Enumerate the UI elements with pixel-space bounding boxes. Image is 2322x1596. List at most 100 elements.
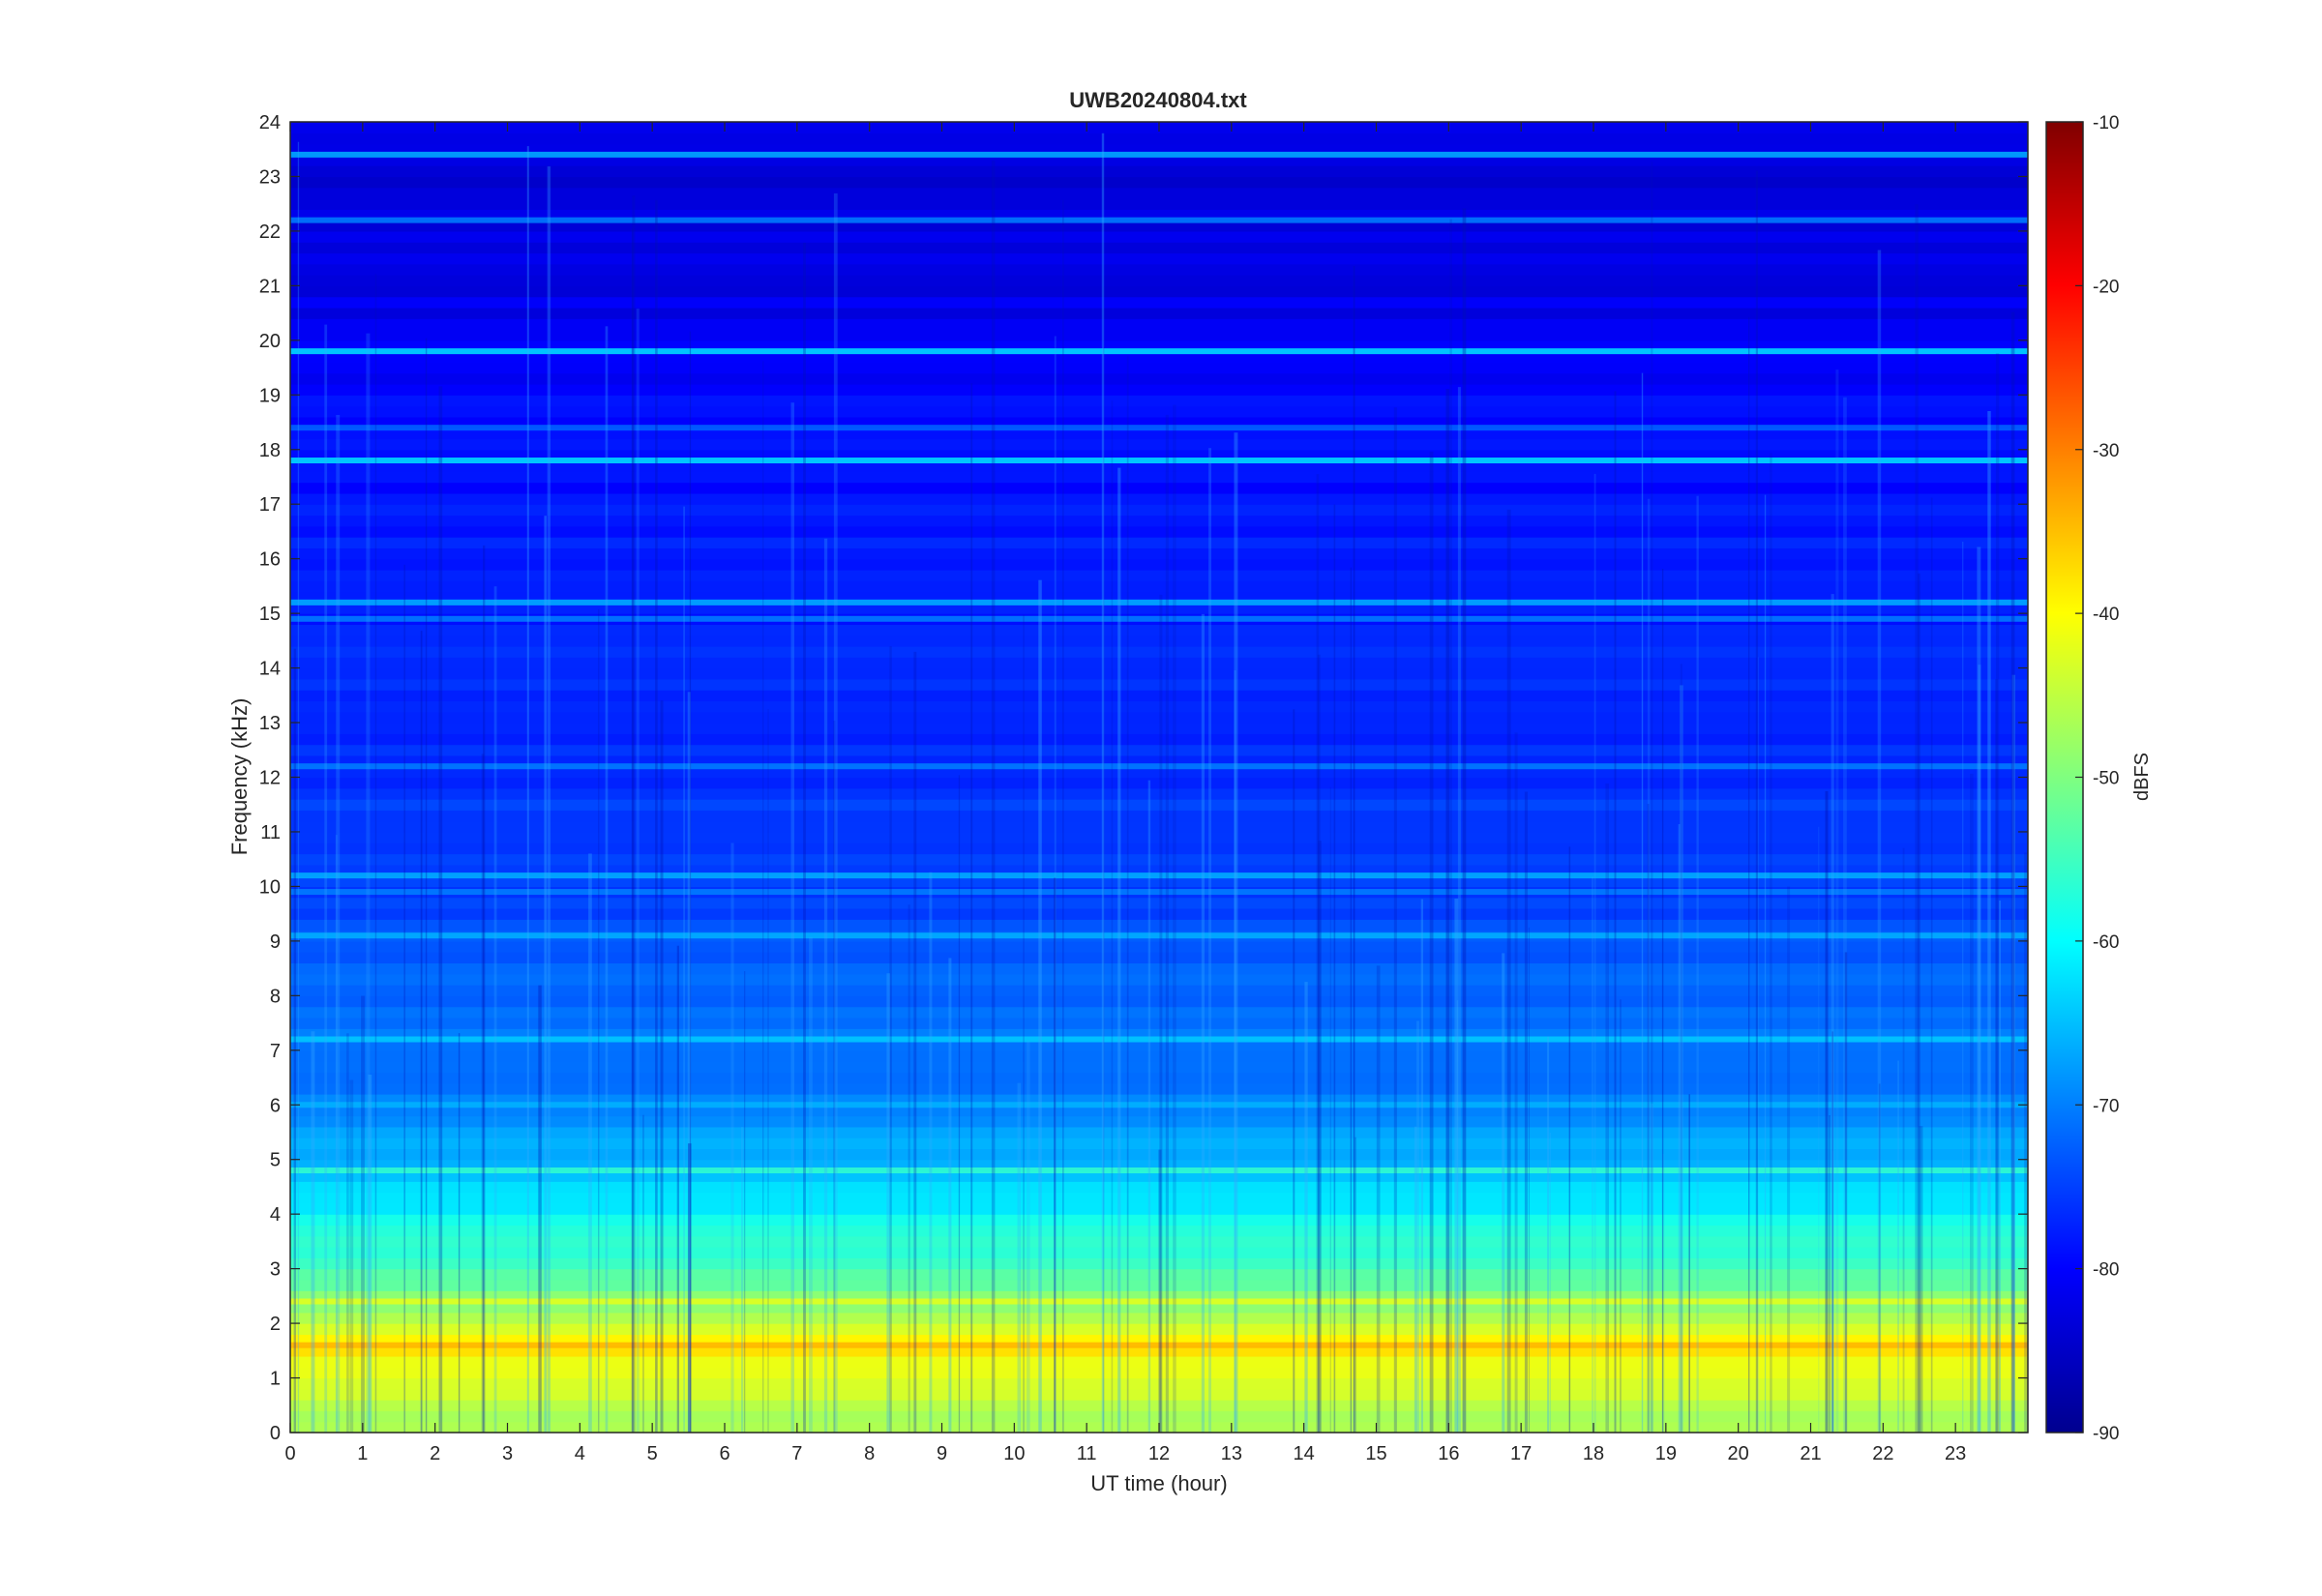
spectrogram-band xyxy=(290,1159,2028,1171)
time-streak xyxy=(1420,899,1423,1433)
time-streak xyxy=(1877,250,1882,1433)
spectrogram-band xyxy=(290,405,2028,418)
spectrogram-band xyxy=(290,537,2028,548)
time-streak xyxy=(1987,411,1991,1433)
x-tick-label: 13 xyxy=(1221,1443,1242,1464)
time-streak xyxy=(403,564,405,1433)
spectrogram-band xyxy=(290,602,2028,614)
time-streak xyxy=(1696,495,1699,1433)
time-streak xyxy=(1054,336,1057,1433)
time-streak xyxy=(632,195,636,1433)
x-tick-label: 7 xyxy=(791,1443,802,1464)
time-streak xyxy=(913,651,917,1433)
time-streak xyxy=(889,646,892,1433)
spectral-line xyxy=(290,1298,2028,1305)
time-streak xyxy=(958,775,961,1433)
colorbar-tick-label: -60 xyxy=(2093,932,2119,953)
time-streak xyxy=(1897,1060,1899,1433)
time-streak xyxy=(2024,852,2028,1433)
y-tick-label: 2 xyxy=(270,1314,281,1335)
spectrogram-band xyxy=(290,1388,2028,1401)
time-streak xyxy=(1528,927,1530,1433)
time-streak xyxy=(683,506,685,1433)
spectrogram-band xyxy=(290,198,2028,210)
time-streak xyxy=(809,936,813,1433)
y-tick-label: 22 xyxy=(259,222,281,243)
time-streak xyxy=(833,192,838,1433)
spectrogram-band xyxy=(290,1279,2028,1291)
time-streak xyxy=(366,333,371,1433)
time-streak xyxy=(1111,400,1114,1433)
spectrogram-band xyxy=(290,1093,2028,1106)
y-tick-label: 20 xyxy=(259,331,281,352)
spectrogram-band xyxy=(290,853,2028,866)
y-tick-label: 12 xyxy=(259,768,281,789)
time-streak xyxy=(833,721,836,1433)
time-streak xyxy=(1818,826,1820,1433)
time-streak xyxy=(1454,899,1459,1433)
y-tick-label: 6 xyxy=(270,1095,281,1116)
spectrogram-band xyxy=(290,624,2028,636)
time-streak xyxy=(1688,1094,1690,1433)
spectrogram-band xyxy=(290,842,2028,855)
time-streak xyxy=(823,538,828,1433)
spectrogram-band xyxy=(290,1126,2028,1138)
time-streak xyxy=(636,309,640,1433)
y-axis-label: Frequency (kHz) xyxy=(227,698,252,856)
spectrogram-band xyxy=(290,919,2028,931)
time-streak xyxy=(335,835,338,1433)
spectrogram-band xyxy=(290,646,2028,658)
time-streak xyxy=(1661,569,1664,1433)
spectrogram-band xyxy=(290,471,2028,484)
time-streak xyxy=(1549,1133,1551,1433)
y-tick-label: 14 xyxy=(259,659,281,680)
time-streak xyxy=(741,1127,744,1433)
time-streak xyxy=(293,648,296,1433)
spectrogram-band xyxy=(290,296,2028,309)
x-tick-label: 18 xyxy=(1583,1443,1604,1464)
spectrogram-band xyxy=(290,1235,2028,1248)
time-streak xyxy=(730,842,734,1433)
time-streak xyxy=(297,141,300,1433)
spectrogram-band xyxy=(290,940,2028,953)
time-streak xyxy=(1650,1103,1653,1433)
spectrogram-band xyxy=(290,766,2028,779)
y-tick-label: 7 xyxy=(270,1041,281,1062)
time-streak xyxy=(1456,1000,1459,1433)
spectrogram-band xyxy=(290,1028,2028,1041)
time-streak xyxy=(1680,664,1682,1433)
spectrogram-band xyxy=(290,242,2028,254)
time-streak xyxy=(1101,133,1105,1433)
time-streak xyxy=(1333,504,1336,1433)
time-streak xyxy=(1126,356,1129,1433)
spectrogram-band xyxy=(290,133,2028,145)
time-streak xyxy=(687,692,691,1433)
y-tick-label: 0 xyxy=(270,1423,281,1444)
time-streaks xyxy=(293,133,2028,1433)
time-streak xyxy=(1962,542,1964,1433)
time-streak xyxy=(1680,685,1683,1433)
time-streak xyxy=(1844,952,1848,1433)
colorbar: -90 -80 -70 -60 -50 -40 -30 -20 -10 dBFS xyxy=(2045,113,2153,1444)
time-streak xyxy=(1999,901,2001,1433)
spectrogram-band xyxy=(290,1268,2028,1281)
spectral-line xyxy=(290,599,2028,606)
time-streak xyxy=(1234,432,1238,1433)
spectrogram-band xyxy=(290,1247,2028,1258)
time-streak xyxy=(1103,286,1105,1433)
spectrogram-band xyxy=(290,864,2028,876)
time-streak xyxy=(642,1114,644,1433)
spectrogram-band xyxy=(290,754,2028,767)
spectrogram-image xyxy=(290,122,2028,1433)
time-streak xyxy=(1748,316,1750,1433)
spectrogram-band xyxy=(290,504,2028,517)
colorbar-label: dBFS xyxy=(2131,753,2153,801)
spectrogram-band xyxy=(290,1225,2028,1237)
time-streak xyxy=(1316,474,1320,1433)
x-tick-label: 8 xyxy=(864,1443,875,1464)
spectrogram-band xyxy=(290,700,2028,713)
spectrogram-band xyxy=(290,1355,2028,1368)
spectrogram-band xyxy=(290,220,2028,232)
time-streak xyxy=(1414,1126,1417,1433)
